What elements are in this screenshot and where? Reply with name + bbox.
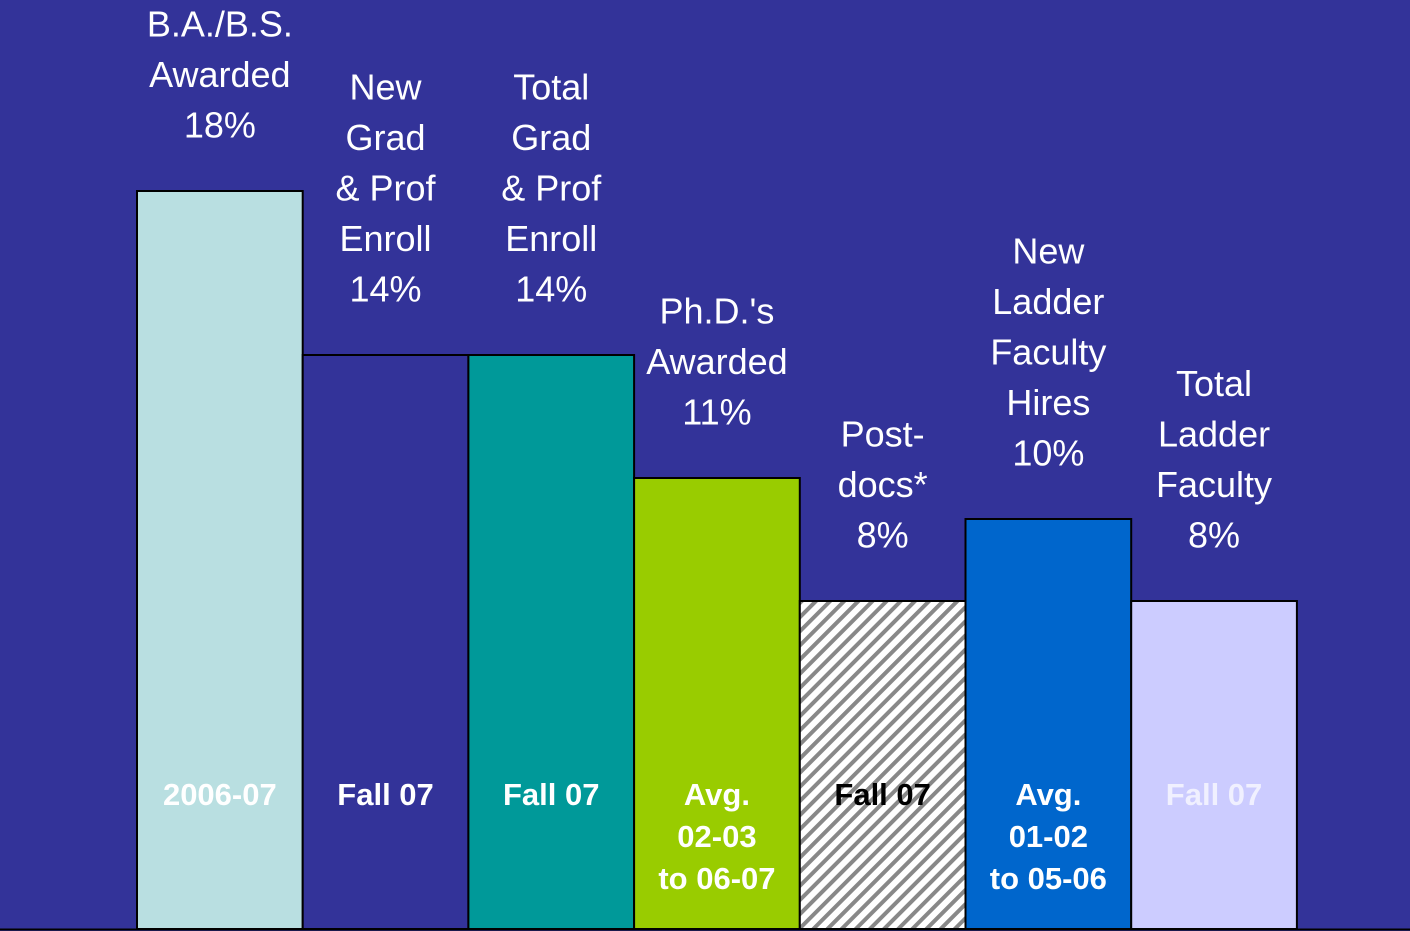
value-label: 14% [515, 269, 587, 310]
bar [136, 190, 304, 930]
category-label: New [350, 67, 423, 108]
period-label: Fall 07 [1166, 777, 1263, 812]
category-label: Total [513, 67, 589, 108]
category-label: B.A./B.S. [147, 4, 293, 45]
value-label: 18% [184, 105, 256, 146]
category-label: Hires [1006, 382, 1090, 423]
category-label: Faculty [990, 332, 1106, 373]
category-label: Grad [346, 117, 426, 158]
value-label: 11% [682, 392, 751, 433]
category-label: & Prof [336, 168, 437, 209]
category-label: Awarded [149, 54, 290, 95]
category-label: Ph.D.'s [659, 291, 774, 332]
bar [633, 477, 801, 930]
category-label: docs* [838, 464, 928, 505]
category-label: Ladder [1158, 414, 1270, 455]
period-label: to 06-07 [658, 861, 775, 896]
category-label: Grad [511, 117, 591, 158]
category-label: Enroll [340, 218, 432, 259]
period-label: 01-02 [1009, 819, 1088, 854]
period-label: to 05-06 [990, 861, 1107, 896]
bar [964, 518, 1133, 930]
value-label: 8% [1188, 515, 1240, 556]
category-label: Awarded [646, 341, 787, 382]
category-label: Enroll [505, 218, 597, 259]
period-label: Avg. [1015, 777, 1081, 812]
value-label: 14% [350, 269, 422, 310]
category-label: Post- [841, 414, 925, 455]
bar [1130, 600, 1298, 930]
period-label: Fall 07 [503, 777, 600, 812]
bar [798, 600, 967, 930]
category-label: Faculty [1156, 464, 1272, 505]
period-label: 2006-07 [163, 777, 277, 812]
bar [301, 354, 470, 930]
period-label: 02-03 [677, 819, 756, 854]
period-label: Fall 07 [834, 777, 931, 812]
period-label: Avg. [684, 777, 750, 812]
period-label: Fall 07 [337, 777, 434, 812]
category-label: Total [1176, 363, 1252, 404]
category-label: New [1012, 231, 1085, 272]
category-label: & Prof [501, 168, 602, 209]
value-label: 10% [1012, 433, 1084, 474]
value-label: 8% [857, 515, 909, 556]
category-label: Ladder [992, 281, 1104, 322]
bar [467, 354, 636, 930]
